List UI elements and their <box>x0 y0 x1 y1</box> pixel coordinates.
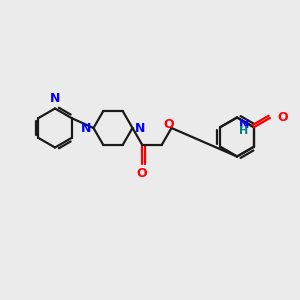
Text: O: O <box>136 167 147 180</box>
Text: O: O <box>277 112 288 124</box>
Text: O: O <box>163 118 174 131</box>
Text: N: N <box>239 118 249 131</box>
Text: N: N <box>134 122 145 134</box>
Text: N: N <box>81 122 92 134</box>
Text: H: H <box>239 127 248 136</box>
Text: N: N <box>50 92 60 106</box>
